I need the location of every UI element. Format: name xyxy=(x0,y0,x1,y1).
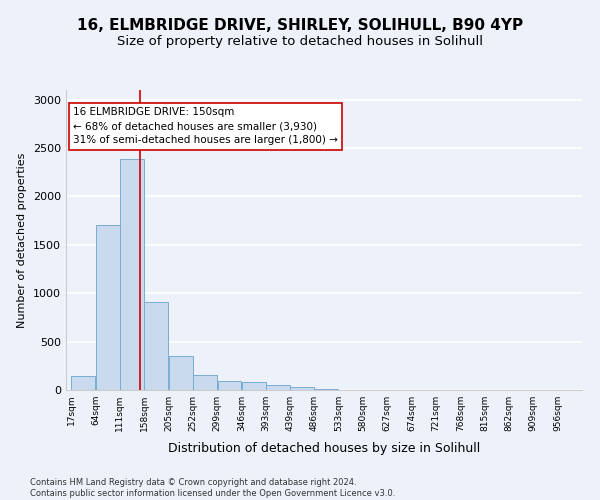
Text: 16 ELMBRIDGE DRIVE: 150sqm
← 68% of detached houses are smaller (3,930)
31% of s: 16 ELMBRIDGE DRIVE: 150sqm ← 68% of deta… xyxy=(73,108,338,146)
Text: Size of property relative to detached houses in Solihull: Size of property relative to detached ho… xyxy=(117,35,483,48)
Text: 16, ELMBRIDGE DRIVE, SHIRLEY, SOLIHULL, B90 4YP: 16, ELMBRIDGE DRIVE, SHIRLEY, SOLIHULL, … xyxy=(77,18,523,32)
Y-axis label: Number of detached properties: Number of detached properties xyxy=(17,152,28,328)
Bar xyxy=(266,385,290,390)
Bar xyxy=(290,387,314,390)
Bar xyxy=(120,158,144,390)
Text: Contains HM Land Registry data © Crown copyright and database right 2024.
Contai: Contains HM Land Registry data © Crown c… xyxy=(30,478,395,498)
Bar xyxy=(169,356,193,390)
Bar xyxy=(314,388,338,390)
X-axis label: Distribution of detached houses by size in Solihull: Distribution of detached houses by size … xyxy=(168,442,480,456)
Bar xyxy=(242,382,266,390)
Bar xyxy=(193,374,217,390)
Bar xyxy=(145,302,169,390)
Bar xyxy=(218,382,241,390)
Bar xyxy=(71,376,95,390)
Bar xyxy=(96,226,119,390)
